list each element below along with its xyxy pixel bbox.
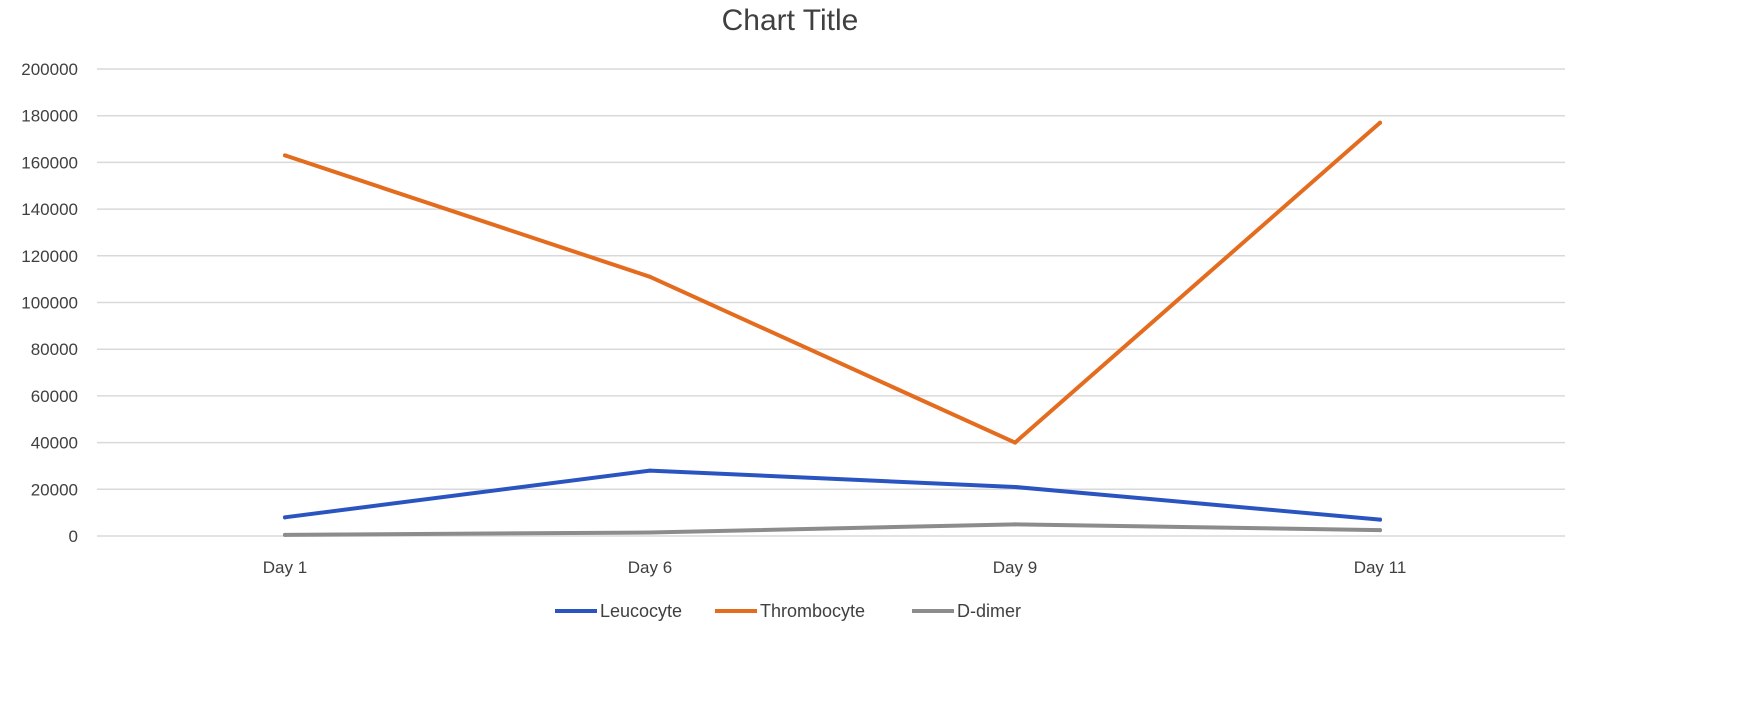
y-tick-label: 140000 xyxy=(21,200,78,219)
y-tick-label: 80000 xyxy=(31,340,78,359)
data-point xyxy=(1013,484,1017,489)
data-point xyxy=(283,532,287,537)
x-tick-label: Day 6 xyxy=(628,558,672,577)
data-point xyxy=(1013,440,1017,445)
series-line xyxy=(283,522,1382,537)
chart-title: Chart Title xyxy=(722,4,859,37)
x-tick-label: Day 11 xyxy=(1354,558,1407,577)
y-tick-label: 120000 xyxy=(21,247,78,266)
data-point xyxy=(283,515,287,520)
series-line xyxy=(283,120,1382,445)
y-tick-label: 0 xyxy=(69,527,78,546)
legend-item: Thrombocyte xyxy=(715,601,865,621)
data-point xyxy=(648,468,652,473)
data-point xyxy=(1378,528,1382,533)
y-tick-label: 180000 xyxy=(21,107,78,126)
data-point xyxy=(648,274,652,279)
data-point xyxy=(648,530,652,535)
series-leucocyte xyxy=(283,468,1382,522)
y-tick-label: 160000 xyxy=(21,153,78,172)
y-tick-label: 100000 xyxy=(21,294,78,313)
x-tick-label: Day 1 xyxy=(263,558,307,577)
legend: Leucocyte Thrombocyte D-dimer xyxy=(555,601,1021,621)
y-tick-label: 40000 xyxy=(31,434,78,453)
series-lines xyxy=(283,120,1382,537)
y-tick-label: 20000 xyxy=(31,480,78,499)
legend-item: Leucocyte xyxy=(555,601,682,621)
data-point xyxy=(1378,517,1382,522)
series-line xyxy=(283,468,1382,522)
series-thrombocyte xyxy=(283,120,1382,445)
x-axis-tick-labels: Day 1 Day 6 Day 9 Day 11 xyxy=(263,558,1407,577)
y-tick-label: 60000 xyxy=(31,387,78,406)
data-point xyxy=(283,153,287,158)
y-axis-tick-labels: 0 20000 40000 60000 80000 100000 120000 140000 1… xyxy=(21,60,78,546)
series-d-dimer xyxy=(283,522,1382,537)
legend-item: D-dimer xyxy=(912,601,1021,621)
grid-lines xyxy=(97,68,1565,537)
y-tick-label: 200000 xyxy=(21,60,78,79)
legend-label: D-dimer xyxy=(957,601,1021,621)
x-tick-label: Day 9 xyxy=(993,558,1037,577)
data-point xyxy=(1013,522,1017,527)
data-point xyxy=(1378,120,1382,125)
legend-label: Thrombocyte xyxy=(760,601,865,621)
legend-label: Leucocyte xyxy=(600,601,682,621)
